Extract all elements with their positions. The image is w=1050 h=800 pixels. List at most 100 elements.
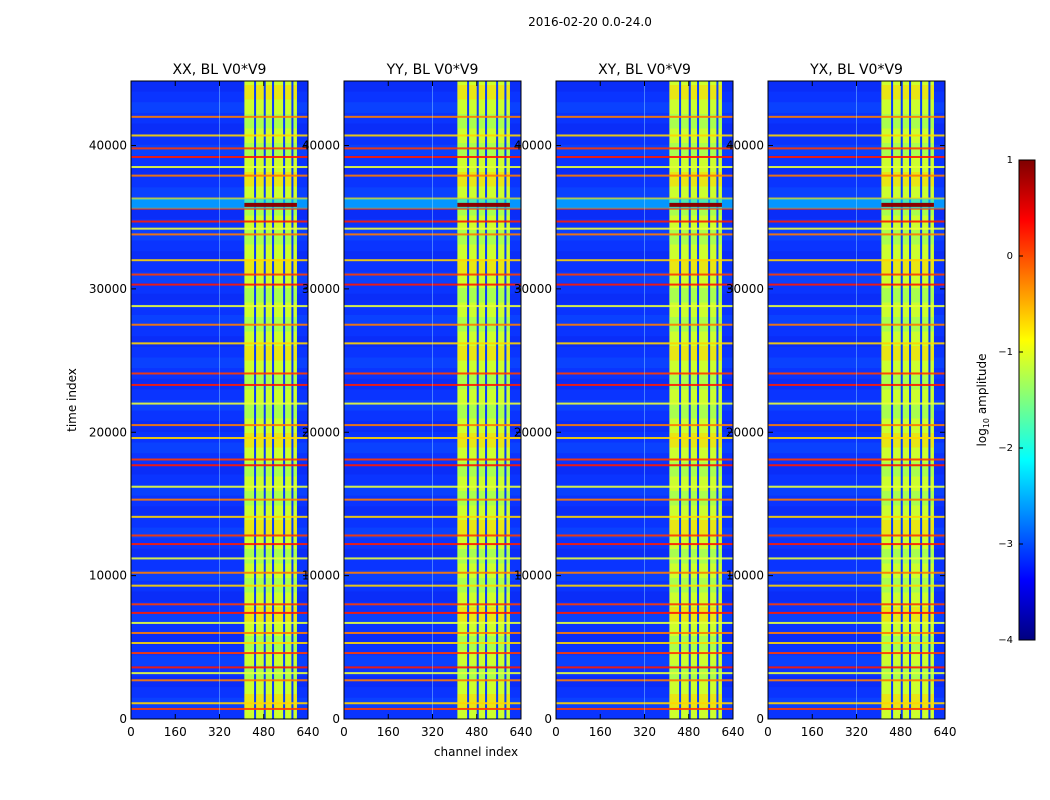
signal-texture <box>881 462 934 477</box>
y-tick-label: 10000 <box>514 569 552 583</box>
signal-texture <box>881 172 934 187</box>
colorbar-tick-label: −3 <box>998 539 1013 550</box>
signal-texture <box>669 404 722 419</box>
band-gap <box>283 81 286 719</box>
band-gap <box>291 81 294 719</box>
band-gap <box>688 81 691 719</box>
colorbar: 10−1−2−3−4 log10 amplitude <box>975 155 1036 646</box>
x-tick-label: 160 <box>377 725 400 739</box>
signal-texture <box>881 143 934 158</box>
x-tick-label: 160 <box>164 725 187 739</box>
band-gap <box>697 81 700 719</box>
signal-texture <box>244 143 297 158</box>
x-tick-label: 160 <box>589 725 612 739</box>
panel-title: XY, BL V0*V9 <box>598 62 691 78</box>
rfi-peak <box>881 202 934 207</box>
signal-texture <box>457 375 510 390</box>
signal-texture <box>244 230 297 245</box>
y-tick-label: 20000 <box>89 425 127 439</box>
band-gap <box>716 81 719 719</box>
x-tick-label: 480 <box>677 725 700 739</box>
y-tick-label: 20000 <box>514 425 552 439</box>
signal-texture <box>457 288 510 303</box>
colorbar-tick-label: 1 <box>1007 155 1013 166</box>
signal-texture <box>669 85 722 100</box>
signal-texture <box>881 85 934 100</box>
signal-texture <box>244 607 297 622</box>
band-gap <box>263 81 266 719</box>
signal-texture <box>457 549 510 564</box>
x-tick-label: 480 <box>252 725 275 739</box>
x-tick-label: 640 <box>934 725 957 739</box>
band-gap <box>679 81 682 719</box>
rfi-peak <box>244 202 297 207</box>
y-tick-label: 30000 <box>514 282 552 296</box>
colorbar-gradient <box>1018 159 1036 641</box>
signal-texture <box>669 375 722 390</box>
colorbar-tick-label: −1 <box>998 347 1013 358</box>
signal-texture <box>669 172 722 187</box>
signal-texture <box>669 549 722 564</box>
y-tick-label: 30000 <box>302 282 340 296</box>
y-tick-label: 10000 <box>726 569 764 583</box>
band-gap <box>254 81 257 719</box>
heatmap-yx <box>768 81 945 719</box>
signal-texture <box>457 694 510 709</box>
signal-texture <box>457 143 510 158</box>
signal-texture <box>457 404 510 419</box>
x-tick-label: 320 <box>845 725 868 739</box>
signal-texture <box>457 85 510 100</box>
signal-texture <box>244 288 297 303</box>
band-gap <box>708 81 711 719</box>
signal-texture <box>881 549 934 564</box>
heatmap-yy <box>344 81 521 719</box>
x-tick-label: 640 <box>722 725 745 739</box>
x-tick-label: 480 <box>465 725 488 739</box>
y-tick-label: 0 <box>544 712 552 726</box>
x-tick-label: 0 <box>340 725 348 739</box>
x-tick-label: 320 <box>421 725 444 739</box>
colorbar-tick-label: −2 <box>998 443 1013 454</box>
y-tick-label: 10000 <box>302 569 340 583</box>
y-tick-label: 20000 <box>302 425 340 439</box>
x-tick-label: 320 <box>633 725 656 739</box>
signal-texture <box>457 433 510 448</box>
y-axis-label: time index <box>65 368 79 432</box>
y-tick-label: 0 <box>756 712 764 726</box>
signal-texture <box>457 172 510 187</box>
signal-texture <box>457 230 510 245</box>
signal-texture <box>244 172 297 187</box>
band-gap <box>909 81 912 719</box>
band-gap <box>900 81 903 719</box>
signal-texture <box>669 520 722 535</box>
panel-xx: XX, BL V0*V9 0 160 320 480 640 0 10000 20000 3000… <box>89 62 320 739</box>
colorbar-label: log10 amplitude <box>975 354 991 447</box>
signal-texture <box>881 288 934 303</box>
signal-texture <box>669 433 722 448</box>
panel-title: YY, BL V0*V9 <box>386 62 479 78</box>
band-gap <box>272 81 275 719</box>
signal-texture <box>881 375 934 390</box>
rfi-peak <box>669 202 722 207</box>
y-tick-label: 30000 <box>89 282 127 296</box>
signal-texture <box>881 520 934 535</box>
band-gap <box>476 81 479 719</box>
signal-texture <box>881 607 934 622</box>
band-gap <box>496 81 499 719</box>
panel-xy: XY, BL V0*V9 0 160 320 480 640 0 10000 20000 3000… <box>514 62 745 739</box>
colorbar-label-subscript: 10 <box>982 418 991 428</box>
band-gap <box>504 81 507 719</box>
signal-texture <box>244 694 297 709</box>
signal-texture <box>669 462 722 477</box>
signal-texture <box>669 491 722 506</box>
x-tick-label: 160 <box>801 725 824 739</box>
band-gap <box>920 81 923 719</box>
colorbar-ticks: 1 0 −1 −2 −3 −4 <box>998 155 1023 646</box>
panel-yx: YX, BL V0*V9 0 160 320 480 640 0 10000 20000 3000… <box>726 62 957 739</box>
signal-texture <box>244 346 297 361</box>
y-tick-label: 40000 <box>89 139 127 153</box>
band-gap <box>928 81 931 719</box>
x-tick-label: 640 <box>297 725 320 739</box>
x-axis-label: channel index <box>434 745 518 759</box>
